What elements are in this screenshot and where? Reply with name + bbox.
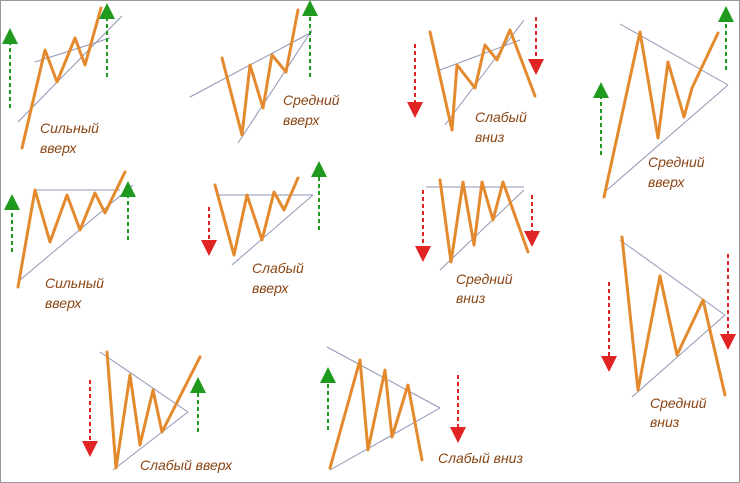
label: вниз bbox=[456, 290, 486, 306]
label: Слабый bbox=[475, 109, 527, 125]
label: вверх bbox=[283, 112, 320, 128]
pattern: Сильный вверх bbox=[2, 3, 123, 156]
label: вниз bbox=[475, 129, 505, 145]
pattern: Средний вниз bbox=[601, 235, 736, 430]
pattern: Слабый вниз bbox=[407, 17, 544, 145]
label: Средний bbox=[648, 154, 705, 170]
pattern: Слабый вверх bbox=[82, 350, 233, 473]
label: вверх bbox=[648, 174, 685, 190]
label: вверх bbox=[45, 295, 82, 311]
pattern: Средний вниз bbox=[415, 178, 540, 306]
pattern: Слабый вниз bbox=[320, 346, 523, 471]
label: Средний bbox=[456, 271, 513, 287]
label: Сильный bbox=[45, 275, 104, 291]
label: Средний bbox=[283, 92, 340, 108]
label: вверх bbox=[40, 140, 77, 156]
pattern: Слабый вверх bbox=[201, 161, 327, 296]
label: Слабый bbox=[252, 260, 304, 276]
label: Сильный bbox=[40, 120, 99, 136]
pattern: Средний вверх bbox=[593, 6, 734, 199]
pattern: Средний вверх bbox=[189, 0, 340, 144]
pattern: Сильный вверх bbox=[4, 170, 136, 311]
label: Средний bbox=[650, 395, 707, 411]
label: вверх bbox=[252, 280, 289, 296]
label: Слабый вверх bbox=[140, 457, 233, 473]
label: вниз bbox=[650, 414, 680, 430]
label: Слабый вниз bbox=[438, 450, 523, 466]
